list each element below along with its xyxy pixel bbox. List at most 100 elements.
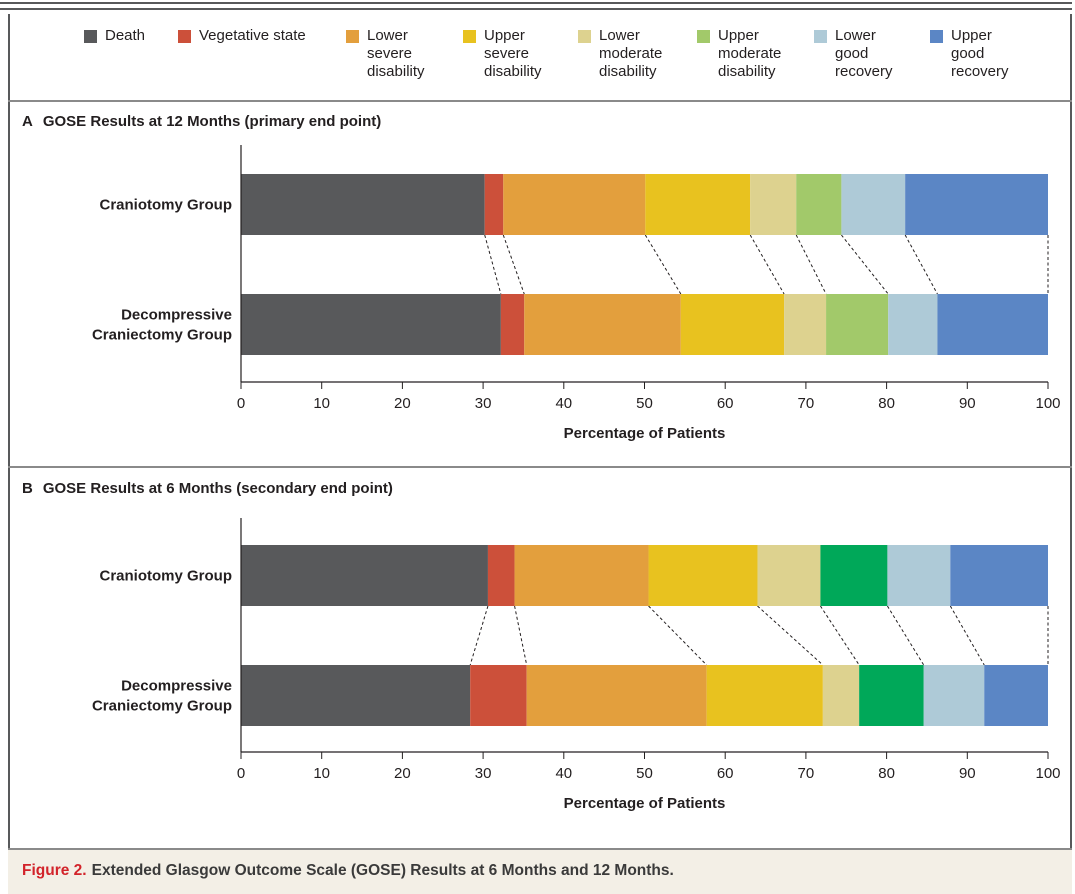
x-tick-label: 70 xyxy=(798,395,815,412)
bar-segment-upper-severe-disability-craniotomy-group xyxy=(645,174,751,235)
legend-swatch xyxy=(814,30,827,43)
legend-label: Lower good recovery xyxy=(835,27,893,80)
top-rule-inner xyxy=(0,8,1072,10)
bar-segment-lower-moderate-disability-craniotomy-group xyxy=(757,545,821,606)
legend-item-upper-severe-disability: Upper severe disability xyxy=(463,27,542,81)
legend-item-lower-moderate-disability: Lower moderate disability xyxy=(578,27,662,81)
x-tick-label: 0 xyxy=(237,765,245,782)
bar-segment-lower-severe-disability-decompressive-craniectomy-group xyxy=(526,665,707,726)
panel-a-title-text: GOSE Results at 12 Months (primary end p… xyxy=(42,113,382,130)
x-tick-label: 90 xyxy=(959,765,976,782)
x-tick-label: 90 xyxy=(959,395,976,412)
connector-line xyxy=(757,605,824,666)
x-tick-label: 100 xyxy=(1035,765,1060,782)
top-rule xyxy=(0,2,1072,4)
legend-swatch xyxy=(578,30,591,43)
connector-line xyxy=(841,234,889,295)
left-border xyxy=(8,14,10,894)
legend-item-upper-good-recovery: Upper good recovery xyxy=(930,27,1009,81)
connector-line xyxy=(644,234,682,295)
category-label-line: Craniotomy Group xyxy=(99,197,232,214)
caption-divider xyxy=(8,848,1072,850)
x-tick-label: 30 xyxy=(475,395,492,412)
connector-line xyxy=(749,234,785,295)
x-tick-label: 0 xyxy=(237,395,245,412)
x-tick-label: 20 xyxy=(394,395,411,412)
x-tick-label: 10 xyxy=(313,765,330,782)
legend-swatch xyxy=(178,30,191,43)
x-tick-label: 50 xyxy=(636,395,653,412)
category-label-decompressive-craniectomy-group: Decompressive Craniectomy Group xyxy=(92,307,232,344)
bar-segment-lower-moderate-disability-decompressive-craniectomy-group xyxy=(784,294,827,355)
panel-a-letter: A xyxy=(22,113,33,130)
bar-segment-upper-moderate-disability-craniotomy-group xyxy=(820,545,888,606)
x-axis-label: Percentage of Patients xyxy=(564,425,726,442)
caption-text: Extended Glasgow Outcome Scale (GOSE) Re… xyxy=(91,862,674,879)
category-label-line: Craniotomy Group xyxy=(99,568,232,585)
panel-b-chart: 0 10 20 30 40 50 60 70 80 90 100 Percentage of Pati… xyxy=(92,518,1061,812)
legend-label: Upper good recovery xyxy=(951,27,1009,80)
bar-segment-upper-moderate-disability-decompressive-craniectomy-group xyxy=(859,665,924,726)
category-label-craniotomy-group: Craniotomy Group xyxy=(99,197,232,214)
connector-line xyxy=(484,234,502,295)
x-tick-label: 20 xyxy=(394,765,411,782)
bar-segment-upper-severe-disability-decompressive-craniectomy-group xyxy=(680,294,785,355)
bar-segment-vegetative-state-decompressive-craniectomy-group xyxy=(500,294,525,355)
right-border xyxy=(1070,14,1072,894)
category-label-craniotomy-group: Craniotomy Group xyxy=(99,568,232,585)
bar-segment-lower-severe-disability-decompressive-craniectomy-group xyxy=(524,294,681,355)
bar-segment-upper-moderate-disability-decompressive-craniectomy-group xyxy=(826,294,889,355)
bar-segment-upper-good-recovery-craniotomy-group xyxy=(905,174,1048,235)
legend-label: Upper severe disability xyxy=(484,27,542,80)
bar-segment-vegetative-state-craniotomy-group xyxy=(484,174,504,235)
connector-line xyxy=(904,234,938,295)
bar-segment-lower-good-recovery-decompressive-craniectomy-group xyxy=(888,294,938,355)
category-label-decompressive-craniectomy-group: Decompressive Craniectomy Group xyxy=(92,678,232,715)
legend-swatch xyxy=(697,30,710,43)
connector-line xyxy=(795,234,827,295)
bar-segment-death-craniotomy-group xyxy=(241,174,485,235)
x-tick-label: 60 xyxy=(717,765,734,782)
bar-segment-lower-good-recovery-craniotomy-group xyxy=(841,174,906,235)
x-tick-label: 80 xyxy=(878,395,895,412)
connector-line xyxy=(886,605,925,666)
caption-text-line: Figure 2. Extended Glasgow Outcome Scale … xyxy=(22,862,674,880)
x-axis-label: Percentage of Patients xyxy=(564,795,726,812)
x-tick-label: 80 xyxy=(878,765,895,782)
bar-segment-lower-severe-disability-craniotomy-group xyxy=(514,545,649,606)
legend-divider xyxy=(8,100,1072,102)
bar-segment-upper-severe-disability-craniotomy-group xyxy=(648,545,758,606)
legend-item-vegetative-state: Vegetative state xyxy=(178,27,306,45)
panel-b-title-text: GOSE Results at 6 Months (secondary end … xyxy=(42,480,393,497)
caption-label: Figure 2. xyxy=(22,862,87,879)
figure-caption: Figure 2. Extended Glasgow Outcome Scale … xyxy=(8,850,1072,894)
legend-label: Upper moderate disability xyxy=(718,27,782,80)
legend-item-death: Death xyxy=(84,27,145,45)
panel-b-title: B GOSE Results at 6 Months (secondary end… xyxy=(22,480,393,497)
bar-segment-lower-good-recovery-craniotomy-group xyxy=(887,545,951,606)
panel-a-chart: 0 10 20 30 40 50 60 70 80 90 100 Percentage of Pati… xyxy=(92,145,1061,442)
category-label-line: Decompressive xyxy=(121,678,232,695)
bar-segment-death-craniotomy-group xyxy=(241,545,488,606)
bar-segment-upper-good-recovery-craniotomy-group xyxy=(950,545,1048,606)
x-tick-label: 10 xyxy=(313,395,330,412)
legend-label: Lower moderate disability xyxy=(599,27,663,80)
bar-segment-upper-good-recovery-decompressive-craniectomy-group xyxy=(937,294,1048,355)
legend-item-lower-severe-disability: Lower severe disability xyxy=(346,27,425,81)
legend-item-lower-good-recovery: Lower good recovery xyxy=(814,27,893,81)
legend-label: Vegetative state xyxy=(199,27,306,44)
panel-a-title: A GOSE Results at 12 Months (primary end … xyxy=(22,113,381,130)
legend-swatch xyxy=(463,30,476,43)
legend-label: Death xyxy=(105,27,146,44)
bar-segment-vegetative-state-craniotomy-group xyxy=(487,545,515,606)
bar-segment-lower-moderate-disability-craniotomy-group xyxy=(750,174,797,235)
x-tick-label: 70 xyxy=(798,765,815,782)
legend-label: Lower severe disability xyxy=(367,27,425,80)
connector-line xyxy=(820,605,860,666)
legend-item-upper-moderate-disability: Upper moderate disability xyxy=(697,27,781,81)
bar-segment-vegetative-state-decompressive-craniectomy-group xyxy=(470,665,527,726)
x-tick-label: 100 xyxy=(1035,395,1060,412)
connector-line xyxy=(514,605,528,666)
bar-segment-lower-moderate-disability-decompressive-craniectomy-group xyxy=(822,665,860,726)
bar-segment-lower-severe-disability-craniotomy-group xyxy=(503,174,646,235)
